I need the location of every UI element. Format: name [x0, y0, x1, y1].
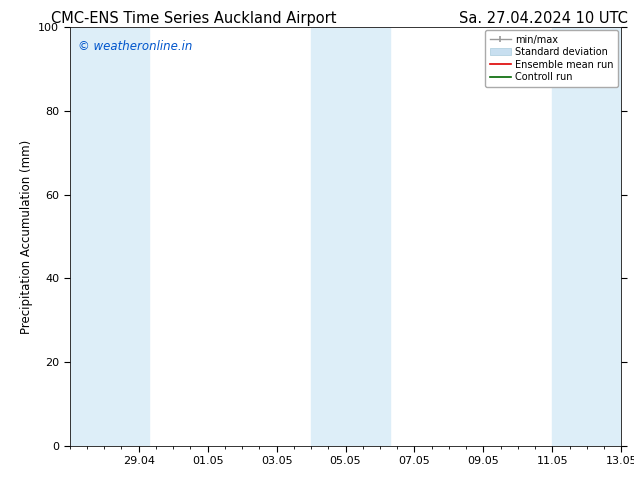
Legend: min/max, Standard deviation, Ensemble mean run, Controll run: min/max, Standard deviation, Ensemble me…	[485, 30, 618, 87]
Text: © weatheronline.in: © weatheronline.in	[78, 40, 192, 52]
Bar	[70, 27, 149, 446]
Y-axis label: Precipitation Accumulation (mm): Precipitation Accumulation (mm)	[20, 139, 33, 334]
Text: CMC-ENS Time Series Auckland Airport: CMC-ENS Time Series Auckland Airport	[51, 11, 336, 26]
Text: Sa. 27.04.2024 10 UTC: Sa. 27.04.2024 10 UTC	[459, 11, 628, 26]
Bar	[552, 27, 621, 446]
Bar	[311, 27, 391, 446]
